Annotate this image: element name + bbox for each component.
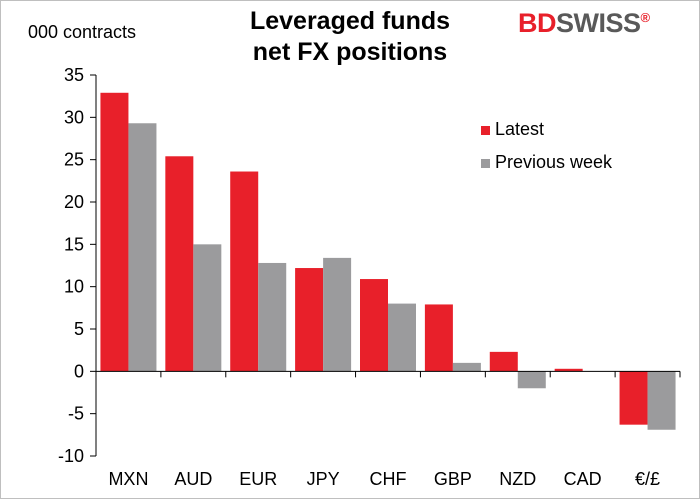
bar-latest-8 [554, 368, 583, 372]
chart-title-line-1: Leveraged funds [249, 7, 451, 35]
x-category-label-9: €/£ [635, 469, 660, 489]
x-category-label-7: NZD [499, 469, 536, 489]
bar-latest-9 [619, 371, 648, 425]
bar-previous-week-4 [323, 257, 352, 372]
bar-previous-week-5 [388, 303, 416, 372]
y-tick-label-10: -10 [58, 446, 84, 466]
x-category-label-1: MXN [108, 469, 148, 489]
y-tick-label-5: 15 [64, 234, 84, 254]
x-category-label-6: GBP [434, 469, 472, 489]
x-category-label-4: JPY [307, 469, 340, 489]
y-tick-label-4: 20 [64, 192, 84, 212]
x-category-label-5: CHF [370, 469, 407, 489]
x-category-label-3: EUR [239, 469, 277, 489]
bar-latest-4 [295, 268, 324, 372]
bar-latest-3 [230, 171, 259, 372]
logo-registered-mark: ® [640, 10, 651, 25]
x-category-label-8: CAD [564, 469, 602, 489]
bar-previous-week-6 [452, 362, 481, 372]
bar-previous-week-1 [128, 123, 157, 372]
y-tick-label-3: 25 [64, 150, 84, 170]
bar-latest-7 [489, 351, 518, 372]
bar-previous-week-9 [647, 371, 676, 430]
y-tick-label-6: 10 [64, 277, 84, 297]
y-tick-label-7: 5 [74, 319, 84, 339]
bar-latest-6 [424, 304, 453, 372]
y-axis-label: 000 contracts [28, 22, 137, 42]
bar-previous-week-2 [193, 244, 222, 372]
bar-latest-1 [100, 92, 129, 372]
bdswiss-logo: BDSWISS® [518, 8, 650, 39]
bar-latest-2 [165, 156, 194, 372]
logo-bd: BD [518, 8, 557, 38]
y-tick-label-2: 30 [64, 107, 84, 127]
bar-previous-week-3 [258, 262, 287, 372]
legend-label-2: Previous week [495, 152, 613, 172]
y-tick-label-8: 0 [74, 361, 84, 381]
legend-label-1: Latest [495, 119, 544, 139]
chart-title: Leveraged funds net FX positions [180, 6, 520, 68]
bar-previous-week-7 [517, 371, 546, 389]
bar-latest-5 [360, 279, 388, 372]
y-tick-label-1: 35 [64, 65, 84, 85]
chart-title-line-2: net FX positions [252, 38, 448, 66]
legend-swatch-1 [481, 126, 490, 135]
y-tick-label-9: -5 [68, 404, 84, 424]
legend-swatch-2 [481, 159, 490, 168]
x-category-label-2: AUD [174, 469, 212, 489]
logo-swiss: SWISS [556, 8, 641, 38]
